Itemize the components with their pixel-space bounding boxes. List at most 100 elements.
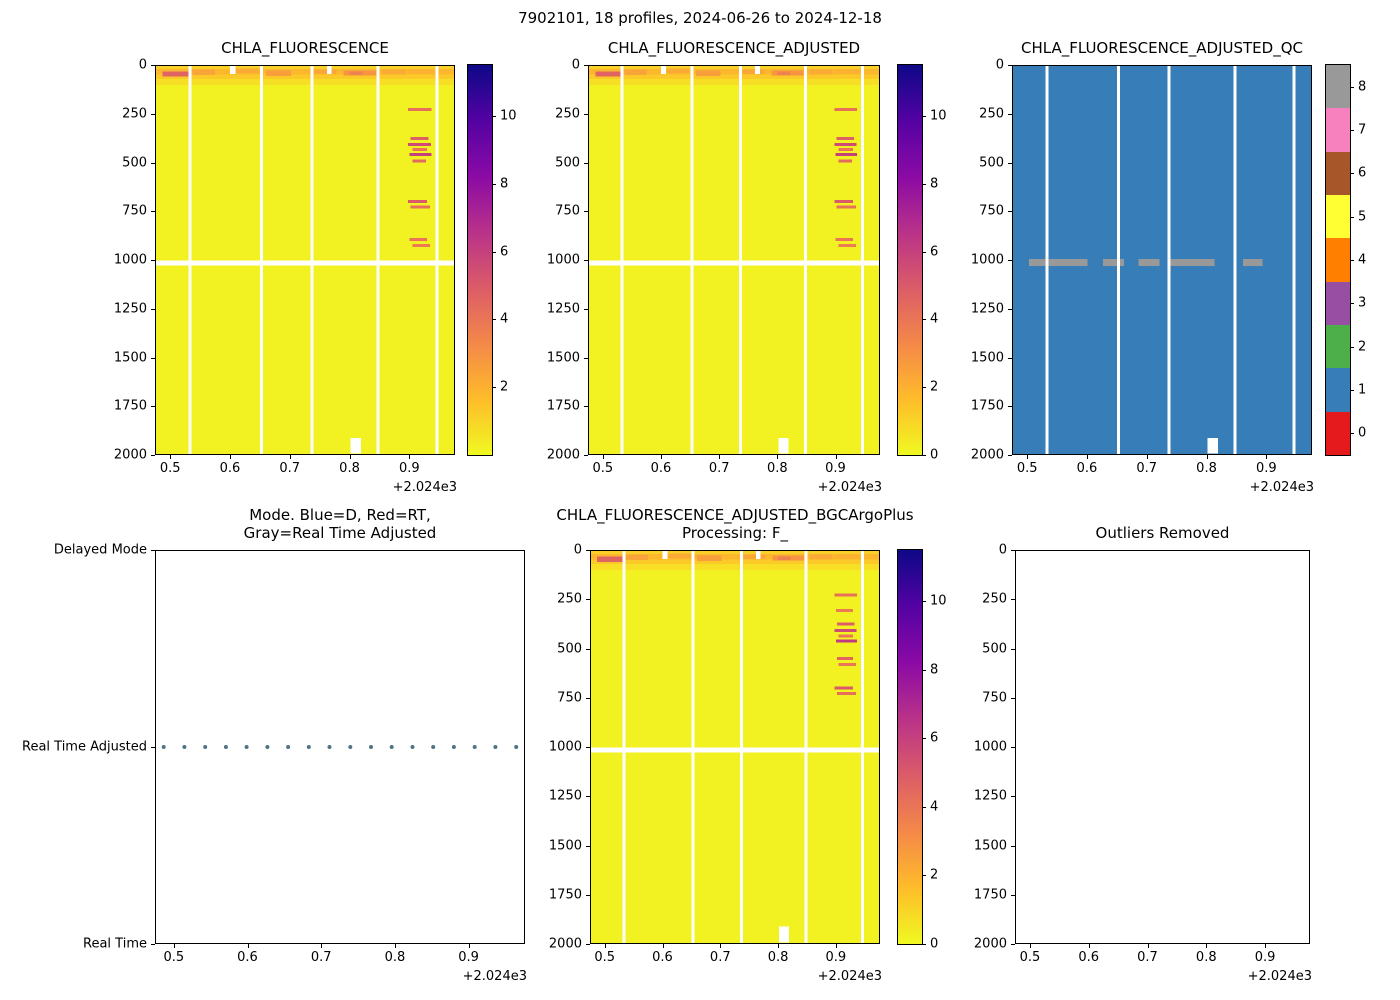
colorbar-cell-qc-2 xyxy=(1326,325,1350,369)
colorbar-cell-qc-0 xyxy=(1326,411,1350,455)
panel-mode: Mode. Blue=D, Red=RT, Gray=Real Time Adj… xyxy=(22,506,527,985)
mode-data-point xyxy=(348,745,353,749)
colorbar-qc-flags: 0 1 2 3 4 5 6 7 8 xyxy=(1325,64,1366,456)
panel-outliers-removed: Outliers Removed 0 250 500 750 1000 1250 1500 1… xyxy=(974,524,1312,984)
y-tick-label: 1250 xyxy=(970,301,1004,317)
x-offset-label: +2.024e3 xyxy=(817,969,882,984)
mode-data-point xyxy=(410,745,415,749)
x-tick-mark xyxy=(720,944,722,948)
x-tick-mark xyxy=(662,944,664,948)
mode-data-point xyxy=(431,745,436,749)
x-offset-label: +2.024e3 xyxy=(462,969,527,984)
y-tick-label: 1750 xyxy=(548,887,582,903)
y-tick-label: 1250 xyxy=(113,301,147,317)
y-tick-label: 1500 xyxy=(113,350,147,365)
colorbar-tick-label: 6 xyxy=(930,730,939,746)
y-tick-label: 250 xyxy=(979,106,1004,122)
x-tick-label: 0.6 xyxy=(650,461,672,476)
x-tick-label: 0.5 xyxy=(594,950,616,965)
colorbar-tick-label: 5 xyxy=(1358,209,1367,225)
y-tick-label: 500 xyxy=(557,641,582,656)
y-tick-label: 1250 xyxy=(973,788,1007,804)
panel-chla-fluorescence-adjusted: CHLA_FLUORESCENCE_ADJUSTED 0 250 500 750 100… xyxy=(547,39,882,495)
colorbar-tick-mark xyxy=(492,183,496,185)
colorbar-tick-label: 4 xyxy=(930,311,939,327)
heatmap-chla-fluorescence xyxy=(155,65,455,455)
y-tick-mark xyxy=(1008,455,1012,456)
mode-data-point xyxy=(389,745,394,749)
x-tick-mark xyxy=(1027,455,1029,459)
y-tick-label: 0 xyxy=(995,57,1004,73)
colorbar-tick-mark xyxy=(1350,390,1354,391)
y-tick-label: 1250 xyxy=(546,301,580,317)
mode-data-point xyxy=(451,745,456,749)
x-offset-label: +2.024e3 xyxy=(1247,969,1312,984)
mode-data-point xyxy=(306,745,311,749)
colorbar-tick-label: 6 xyxy=(1358,165,1367,181)
mode-data-point xyxy=(161,745,166,749)
x-tick-mark xyxy=(1147,944,1149,948)
y-tick-mark xyxy=(584,455,588,456)
panel-title-mode: Mode. Blue=D, Red=RT, Gray=Real Time Adj… xyxy=(243,505,437,543)
y-tick-label: 750 xyxy=(122,203,147,219)
x-tick-mark xyxy=(661,455,662,459)
colorbar-tick-label: 4 xyxy=(930,799,939,815)
colorbar-tick-label: 2 xyxy=(1358,339,1367,355)
colorbar-tick-mark xyxy=(1350,260,1354,261)
y-tick-mark xyxy=(1011,944,1015,945)
x-tick-label: 0.6 xyxy=(1078,950,1100,965)
colorbar-tick-mark xyxy=(922,669,926,671)
y-tick-label: 250 xyxy=(122,106,147,122)
colorbar-chla-fluorescence: 2 4 6 8 10 xyxy=(467,64,517,456)
colorbar-tick-label: 4 xyxy=(1358,252,1367,268)
x-tick-label: 0.8 xyxy=(1196,461,1217,476)
colorbar-tick-mark xyxy=(922,387,926,389)
colorbar-cell-qc-7 xyxy=(1326,108,1350,152)
y-tick-mark xyxy=(586,944,590,945)
y-tick-label: 1500 xyxy=(546,350,580,365)
x-tick-label: 0.5 xyxy=(159,461,181,476)
heatmap-qc-flags xyxy=(1012,65,1312,455)
x-tick-label: 0.8 xyxy=(767,950,789,965)
y-tick-label: 2000 xyxy=(970,447,1004,463)
x-tick-mark xyxy=(321,944,323,948)
x-tick-mark xyxy=(230,455,231,459)
colorbar-tick-mark xyxy=(1350,303,1354,305)
colorbar-tick-mark xyxy=(922,251,926,253)
y-tick-label: 1500 xyxy=(548,838,582,853)
y-tick-label: 500 xyxy=(122,155,147,170)
x-tick-label: 0.7 xyxy=(279,461,301,476)
x-tick-mark xyxy=(468,944,470,948)
heatmap-chla-adjusted-bgcargoplus xyxy=(590,550,880,944)
mode-data-point xyxy=(223,745,228,749)
colorbar-tick-label: 7 xyxy=(1358,122,1367,138)
panel-title-chla-fluorescence: CHLA_FLUORESCENCE xyxy=(221,39,389,58)
x-tick-label: 0.5 xyxy=(1016,461,1038,476)
mode-data-point xyxy=(182,745,187,749)
mode-data-point xyxy=(472,745,477,749)
x-offset-label: +2.024e3 xyxy=(392,480,457,495)
y-tick-label: 250 xyxy=(555,106,580,122)
colorbar-tick-mark xyxy=(1350,86,1354,88)
y-tick-label: Real Time xyxy=(83,936,147,952)
x-tick-mark xyxy=(170,455,172,459)
colorbar-gradient xyxy=(898,550,922,944)
x-tick-label: 0.5 xyxy=(592,461,614,476)
x-tick-label: 0.9 xyxy=(825,461,846,476)
x-tick-label: 0.6 xyxy=(652,950,673,965)
x-tick-label: 0.5 xyxy=(163,950,185,965)
colorbar-tick-label: 0 xyxy=(930,936,939,952)
x-tick-mark xyxy=(289,455,291,459)
x-offset-label: +2.024e3 xyxy=(817,480,882,495)
colorbar-tick-mark xyxy=(922,738,926,740)
x-tick-label: 0.9 xyxy=(458,950,479,965)
colorbar-tick-mark xyxy=(922,601,926,603)
mode-data-point xyxy=(493,745,498,749)
colorbar-cell-qc-6 xyxy=(1326,151,1350,196)
y-tick-label: 1000 xyxy=(546,252,580,268)
colorbar-tick-mark xyxy=(922,875,926,877)
colorbar-tick-mark xyxy=(922,183,926,185)
x-tick-label: 0.8 xyxy=(339,461,360,476)
x-tick-mark xyxy=(1088,944,1090,948)
x-tick-mark xyxy=(778,944,780,948)
